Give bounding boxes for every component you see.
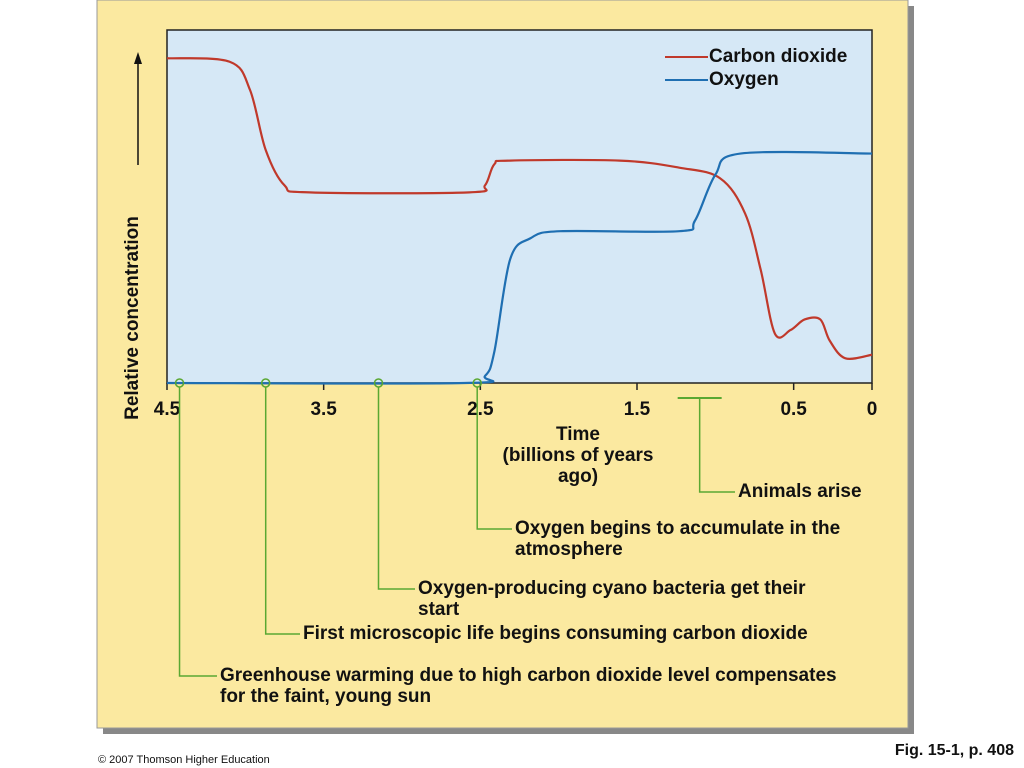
annotation-leader: [698, 398, 735, 493]
annotation-leader: [178, 387, 217, 677]
x-tick-label: 0.5: [780, 399, 807, 420]
annotation-leader: [476, 387, 512, 530]
x-axis-title: Time: [555, 424, 600, 445]
annotation-label: Oxygen-producing cyano bacteria get thei…: [418, 578, 806, 620]
annotation-label: First microscopic life begins consuming …: [303, 623, 808, 644]
annotation-leader: [264, 387, 300, 635]
plot-area: [166, 29, 873, 384]
annotation-label: Greenhouse warming due to high carbon di…: [220, 665, 837, 707]
y-axis-title: Relative concentration: [122, 216, 143, 420]
copyright: © 2007 Thomson Higher Education: [98, 754, 270, 766]
series-line: [166, 150, 873, 385]
y-arrow-head: [134, 52, 142, 64]
annotation-leader: [377, 387, 415, 590]
x-tick-label: 1.5: [624, 399, 651, 420]
figure-ref: Fig. 15-1, p. 408: [894, 742, 1014, 759]
annotation-label: Oxygen begins to accumulate in the atmos…: [515, 518, 841, 560]
x-axis-units: (billions of years ago): [502, 445, 654, 487]
annotation-label: Animals arise: [738, 481, 862, 502]
x-tick-label: 3.5: [310, 399, 337, 420]
series-line: [166, 57, 873, 360]
legend-label: Carbon dioxide: [709, 46, 847, 67]
x-tick-label: 4.5: [154, 399, 181, 420]
x-tick-label: 0: [867, 399, 878, 420]
legend-label: Oxygen: [709, 69, 779, 90]
x-tick-label: 2.5: [467, 399, 494, 420]
